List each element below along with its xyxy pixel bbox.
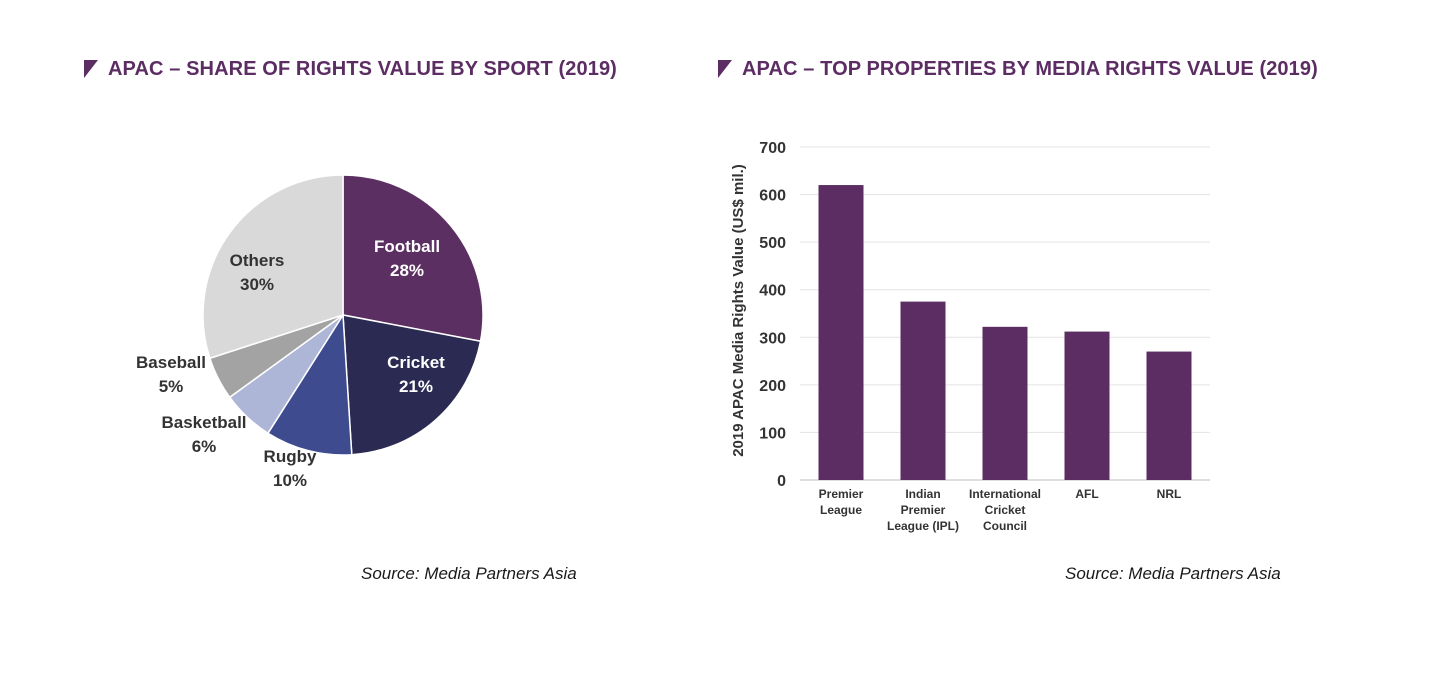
title-marker-icon: [84, 60, 98, 78]
pie-value-label-basketball: 6%: [192, 437, 217, 456]
pie-chart-source: Source: Media Partners Asia: [361, 564, 577, 583]
pie-chart: Football 28% Cricket 21% Rugby 10% Basketball 6…: [136, 174, 484, 490]
y-tick-label: 300: [759, 330, 786, 347]
bar: [818, 185, 864, 481]
y-tick-label: 500: [759, 235, 786, 252]
bar: [1064, 331, 1110, 480]
pie-value-label-others: 30%: [240, 275, 274, 294]
x-tick-label: NRL: [1157, 487, 1182, 501]
pie-label-basketball: Basketball: [161, 413, 246, 432]
x-tick-label: Council: [983, 519, 1027, 533]
bar-chart-title: APAC – TOP PROPERTIES BY MEDIA RIGHTS VA…: [718, 56, 1318, 82]
pie-chart-title-text: APAC – SHARE OF RIGHTS VALUE BY SPORT (2…: [108, 57, 617, 80]
x-tick-label: League: [820, 503, 862, 517]
y-tick-label: 0: [777, 473, 786, 490]
pie-slice-others: [202, 174, 344, 360]
x-tick-label: League (IPL): [887, 519, 959, 533]
bar: [1146, 351, 1192, 480]
pie-chart-title: APAC – SHARE OF RIGHTS VALUE BY SPORT (2…: [84, 56, 617, 82]
x-tick-label: Premier: [819, 487, 864, 501]
y-tick-label: 700: [759, 140, 786, 157]
pie-label-football: Football: [374, 237, 440, 256]
x-tick-label: International: [969, 487, 1041, 501]
pie-slice-cricket: [342, 314, 482, 456]
y-tick-label: 200: [759, 378, 786, 395]
bar: [900, 301, 946, 480]
pie-label-others: Others: [230, 251, 285, 270]
y-tick-label: 600: [759, 188, 786, 205]
bar-chart-title-text: APAC – TOP PROPERTIES BY MEDIA RIGHTS VA…: [742, 57, 1318, 80]
y-axis-label: 2019 APAC Media Rights Value (US$ mil.): [730, 164, 747, 457]
x-tick-label: Cricket: [985, 503, 1026, 517]
x-tick-label: Premier: [901, 503, 946, 517]
title-marker-icon: [718, 60, 732, 78]
pie-slice-football: [342, 174, 484, 343]
pie-slice-rugby: [266, 312, 353, 456]
pie-value-label-cricket: 21%: [399, 377, 433, 396]
pie-value-label-baseball: 5%: [159, 377, 184, 396]
y-tick-label: 100: [759, 425, 786, 442]
x-tick-label: AFL: [1075, 487, 1098, 501]
y-tick-label: 400: [759, 283, 786, 300]
pie-label-cricket: Cricket: [387, 353, 445, 372]
x-tick-label: Indian: [905, 487, 940, 501]
bar-chart-source: Source: Media Partners Asia: [1065, 564, 1281, 583]
bar: [982, 326, 1028, 480]
pie-label-rugby: Rugby: [264, 447, 317, 466]
bar-chart: 0 100 200 300 400 500 600 700 Premier League India…: [730, 140, 1210, 533]
pie-label-baseball: Baseball: [136, 353, 206, 372]
pie-value-label-football: 28%: [390, 261, 424, 280]
pie-value-label-rugby: 10%: [273, 471, 307, 490]
